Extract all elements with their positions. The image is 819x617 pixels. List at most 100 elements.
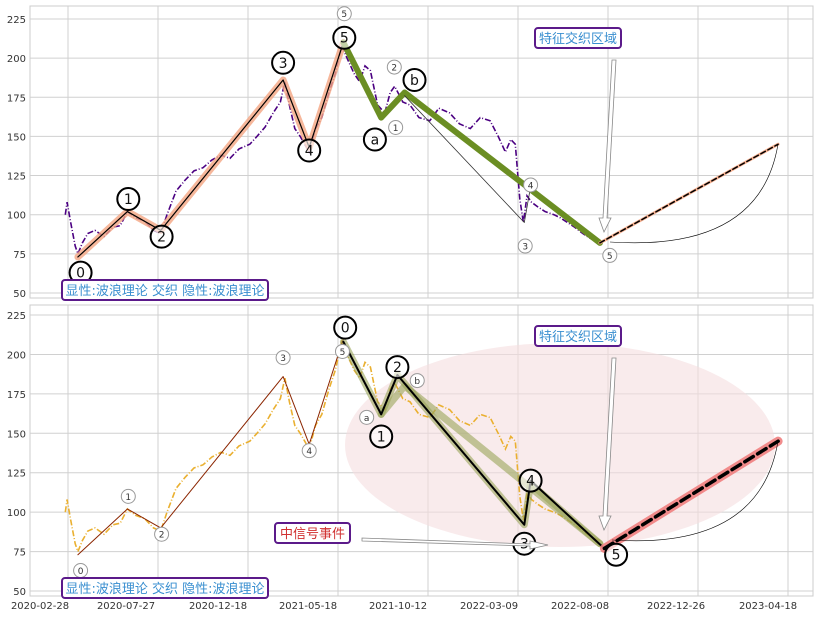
annotation-text: 显性:波浪理论 交织 隐性:波浪理论: [65, 283, 264, 299]
feature-region-ellipse: [345, 343, 775, 547]
annotation-box: [61, 279, 269, 301]
y-tick-label: 125: [7, 172, 26, 183]
wave-correction-down: [340, 39, 603, 246]
small-wave-label: 2: [391, 64, 397, 74]
curved-arrow: [609, 144, 779, 244]
y-tick-label: 150: [7, 429, 26, 440]
big-wave-label: b: [410, 73, 419, 89]
big-wave-label: 3: [279, 56, 288, 72]
y-tick-label: 50: [13, 289, 26, 300]
wave-projection-dashed: [602, 439, 780, 551]
wave-impulse-up-thin: [77, 338, 344, 556]
wave-impulse-up-thin: [77, 41, 344, 258]
small-wave-label: 4: [528, 181, 534, 191]
small-wave-label: b: [414, 377, 420, 387]
y-tick-label: 225: [7, 311, 26, 322]
big-wave-label: 5: [612, 548, 621, 564]
big-wave-label: 1: [377, 429, 386, 445]
small-wave-label: 4: [306, 447, 312, 457]
small-wave-label: 2: [159, 531, 165, 541]
small-wave-label: 5: [607, 252, 613, 262]
small-wave-marker: [523, 177, 539, 193]
small-wave-marker: [359, 409, 375, 425]
big-wave-label: 4: [305, 143, 314, 159]
big-wave-marker: [332, 25, 357, 50]
small-wave-label: 5: [341, 10, 347, 20]
big-wave-label: 5: [340, 31, 349, 47]
small-wave-label: 1: [393, 124, 399, 134]
small-wave-marker: [386, 59, 402, 75]
small-wave-marker: [517, 238, 533, 254]
big-wave-marker: [402, 68, 427, 93]
big-wave-marker: [116, 187, 141, 212]
big-wave-label: 2: [393, 360, 402, 376]
big-wave-marker: [362, 127, 387, 152]
big-wave-marker: [333, 315, 358, 340]
small-wave-marker: [334, 343, 350, 359]
big-wave-label: a: [371, 133, 380, 149]
small-wave-label: 3: [280, 354, 286, 364]
annotation-box: [534, 27, 622, 49]
small-wave-label: 0: [78, 567, 84, 577]
y-tick-label: 200: [7, 350, 26, 361]
plot-area: [29, 5, 814, 299]
annotation-box: [274, 522, 351, 544]
y-tick-label: 75: [13, 250, 26, 261]
annotation-box: [61, 577, 269, 599]
y-tick-label: 100: [7, 211, 26, 222]
big-wave-marker: [149, 224, 174, 249]
big-wave-label: 0: [76, 266, 85, 282]
small-wave-marker: [388, 119, 404, 135]
y-tick-label: 125: [7, 469, 26, 480]
big-wave-marker: [518, 468, 543, 493]
x-tick-label: 2022-03-09: [460, 601, 518, 612]
small-wave-marker: [120, 488, 136, 504]
annotation-text: 特征交织区域: [539, 329, 617, 345]
big-wave-marker: [271, 50, 296, 75]
down-arrow: [598, 59, 617, 234]
x-tick-label: 2022-08-08: [551, 601, 609, 612]
x-tick-label: 2021-05-18: [279, 601, 337, 612]
annotation-text: 中信号事件: [280, 527, 345, 542]
small-wave-marker: [301, 443, 317, 459]
big-wave-marker: [369, 424, 394, 449]
x-tick-label: 2020-12-18: [189, 601, 247, 612]
small-wave-label: a: [364, 414, 370, 424]
y-tick-label: 100: [7, 508, 26, 519]
y-tick-label: 75: [13, 548, 26, 559]
small-wave-label: 5: [340, 348, 346, 358]
big-wave-marker: [604, 542, 629, 567]
y-tick-label: 150: [7, 132, 26, 143]
annotation-box: [534, 325, 622, 347]
big-wave-label: 2: [157, 230, 166, 246]
big-wave-marker: [297, 138, 322, 163]
y-tick-label: 225: [7, 15, 26, 26]
x-tick-label: 2020-07-27: [97, 601, 155, 612]
small-wave-marker: [275, 350, 291, 366]
x-tick-label: 2021-10-12: [369, 601, 427, 612]
x-tick-label: 2022-12-26: [647, 601, 705, 612]
panel-bottom: 507510012515017520022501234ba5012345特征交织…: [7, 304, 814, 599]
y-tick-label: 175: [7, 93, 26, 104]
curved-arrow: [611, 441, 779, 542]
x-tick-label: 2023-04-18: [739, 601, 797, 612]
annotation-text: 显性:波浪理论 交织 隐性:波浪理论: [65, 581, 264, 597]
small-wave-marker: [154, 526, 170, 542]
wave-projection-dashed: [599, 143, 779, 244]
big-wave-label: 0: [341, 321, 350, 337]
small-wave-label: 3: [522, 243, 528, 253]
annotation-text: 特征交织区域: [539, 31, 617, 47]
small-wave-label: 1: [125, 493, 131, 503]
y-tick-label: 50: [13, 587, 26, 598]
small-wave-marker: [409, 373, 425, 389]
big-wave-marker: [385, 355, 410, 380]
y-tick-label: 200: [7, 54, 26, 65]
wave-correction-black: [342, 340, 604, 548]
x-tick-label: 2020-02-28: [11, 601, 69, 612]
down-arrow: [598, 357, 617, 532]
signal-arrow: [361, 537, 549, 550]
y-tick-label: 175: [7, 390, 26, 401]
small-wave-marker: [336, 6, 352, 22]
